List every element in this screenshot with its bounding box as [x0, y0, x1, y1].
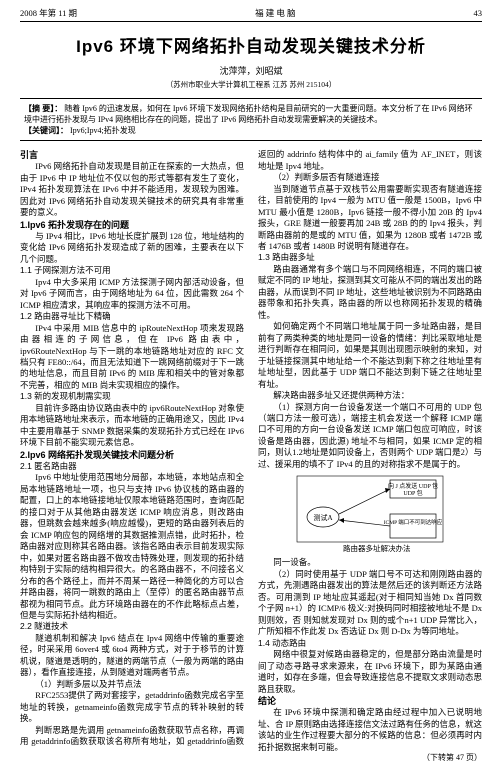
section-2-2: 2.2 隧道技术	[20, 621, 244, 632]
section-1-4: 1.4 动态路由	[258, 638, 482, 649]
router-figure-svg: 测试A 向 J 点发送 UDP 包 UDP 包 ICMP 端口不可到达响应	[295, 474, 445, 544]
section-intro: 引言	[20, 149, 244, 161]
body-columns: 引言 IPv6 网络拓扑自动发现是目前正在探索的一大热点，但由于 IPv6 中 …	[20, 149, 482, 764]
figure-1: 测试A 向 J 点发送 UDP 包 UDP 包 ICMP 端口不可到达响应 路由…	[258, 474, 482, 554]
section-conclusion: 结论	[258, 695, 482, 707]
keywords-label: 【关键词】：	[24, 126, 68, 135]
section-1: 1.Ipv6 拓扑发现存在的问题	[20, 219, 244, 231]
abstract-text: 随着 Ipv6 的迅速发展，如何在 Ipv6 环境下发现网络拓扑结构是目前研究的…	[24, 104, 473, 124]
p-2-2-1: 隧道机制和解决 Ipv6 结点在 Ipv4 网络中传输的重要途径，时采采用 6o…	[20, 633, 244, 679]
fig-label-mid: 测试A	[313, 513, 332, 522]
p-1-3: 目前许多路由协议路由表中的 ipv6RouteNextHop 对象使用本地链路地…	[20, 403, 244, 449]
fig-label-udp: UDP 包	[403, 489, 422, 497]
paper-title: Ipv6 环境下网络拓扑自动发现关键技术分析	[20, 36, 482, 59]
fig-label-top: 向 J 点发送 UDP 包	[388, 482, 438, 490]
p-r3: 当到隧道节点基于双栈节公用需要断实现否有隧道连接往，目前使用的 Ipv4 一般为…	[258, 184, 482, 253]
p-2-2-3: RFC2553提供了两对套接字，getaddrinfo函数完成名字至地址的转换，…	[20, 690, 244, 724]
section-1-2: 1.2 路由器寻址比下精确	[20, 311, 244, 322]
section-2: 2.Ipv6 网络拓扑发现关键技术问题分析	[20, 449, 244, 461]
p-1-2: IPv4 中采用 MIB 信息中的 ipRouteNextHop 项来发现路由器…	[20, 323, 244, 392]
p-r6: 同一设备。	[258, 557, 482, 568]
p-2-2-2: （1）判断多层以及并节点法	[20, 679, 244, 690]
keywords-text: Ipv6;Ipv4;拓扑发现	[70, 126, 136, 135]
p-1-3r2: 如何确定两个不同端口地址属于同一多址路由器，是目前有了两类种类的地址是同一设备的…	[258, 321, 482, 390]
p-2-1: Ipv6 中地址使用范围地分局部，本地链，本地站点和全局本地链路地址一项，也只与…	[20, 472, 244, 621]
section-1-3: 1.3 新的发现机制需实现	[20, 391, 244, 402]
p-conc: 在 IPv6 环境中探测和确定路由经过程中加入已说明地址、合 IP 原则路由选择…	[258, 707, 482, 753]
figure-caption: 路由器多址解决办法	[258, 544, 482, 554]
p-1-1: Ipv4 中大多采用 ICMP 方法探测子网内部活动设备，但对 Ipv6 子网而…	[20, 277, 244, 311]
continued-on: （下转第 47 页）	[258, 753, 482, 764]
section-1-1: 1.1 子网探测方法不可用	[20, 265, 244, 276]
fig-label-right1: ICMP 端口不可到达响应	[384, 518, 443, 526]
abstract-block: 【摘 要】： 随着 Ipv6 的迅速发展，如何在 Ipv6 环境下发现网络拓扑结…	[20, 98, 482, 142]
authors: 沈萍萍，刘昭斌	[20, 65, 482, 77]
section-2-1: 2.1 匿名路由器	[20, 461, 244, 472]
p-intro1: IPv6 网络拓扑自动发现是目前正在探索的一大热点，但由于 IPv6 中 IP …	[20, 161, 244, 218]
p-r2: （2）判断多层否有隧道连接	[258, 172, 482, 183]
p-1: 与 IPv4 相比，IPv6 地址长度扩展到 128 位，地址结构的变化给 IP…	[20, 231, 244, 265]
section-1-3r: 1.3 路由器多址	[258, 252, 482, 263]
abstract-label: 【摘 要】：	[24, 104, 62, 113]
p-r7: （2）同时使用基于 UDP 端口号不可达和刚刚路由器的方式，先测遇路由器发出的算…	[258, 569, 482, 638]
page-header: 2008 年第 11 期 福 建 电 脑 43	[20, 8, 482, 22]
p-r4: 解决路由器多址又还提供两种方法：	[258, 390, 482, 401]
p-r5: （1）探测方向一台设备发送一个端口不可用的 UDP 包（端口方法一般可选），端接…	[258, 402, 482, 471]
header-left: 2008 年第 11 期	[20, 8, 77, 19]
p-1-4: 网络中很复对候路由器稳定的，但是部分路由流量是时间了动态寻路寻求来源来，在 IP…	[258, 649, 482, 695]
header-right: 43	[473, 8, 482, 19]
affiliation: （苏州市职业大学计算机工程系 江苏 苏州 215104）	[20, 80, 482, 90]
header-center: 福 建 电 脑	[255, 8, 295, 19]
p-1-3r: 路由器通常有多个端口与不同网络相连，不同的端口被赋定不同的 IP 地址，探测到其…	[258, 264, 482, 321]
